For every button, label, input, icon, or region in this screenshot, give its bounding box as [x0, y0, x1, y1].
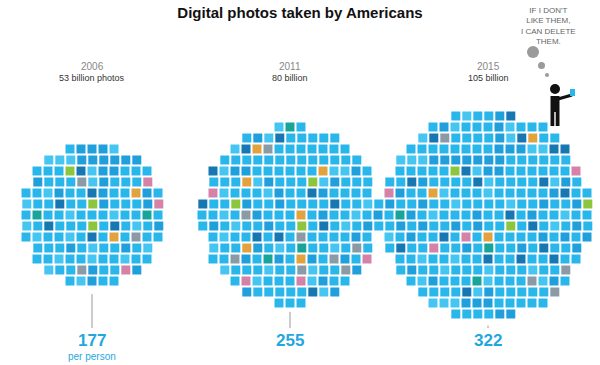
svg-text:105 billion: 105 billion [468, 73, 509, 83]
svg-text:Digital photos taken by Americ: Digital photos taken by Americans [177, 4, 422, 21]
svg-text:53 billion photos: 53 billion photos [59, 73, 125, 83]
svg-text:2006: 2006 [81, 61, 104, 72]
svg-text:255: 255 [276, 331, 304, 350]
svg-text:per person: per person [68, 351, 116, 362]
svg-text:2015: 2015 [477, 61, 500, 72]
svg-text:177: 177 [78, 331, 106, 350]
svg-text:2011: 2011 [279, 61, 301, 72]
svg-text:IF I DON'TLIKE THEM,I CAN DELE: IF I DON'TLIKE THEM,I CAN DELETETHEM. [521, 6, 576, 46]
svg-text:322: 322 [474, 331, 502, 350]
svg-text:80 billion: 80 billion [272, 73, 308, 83]
